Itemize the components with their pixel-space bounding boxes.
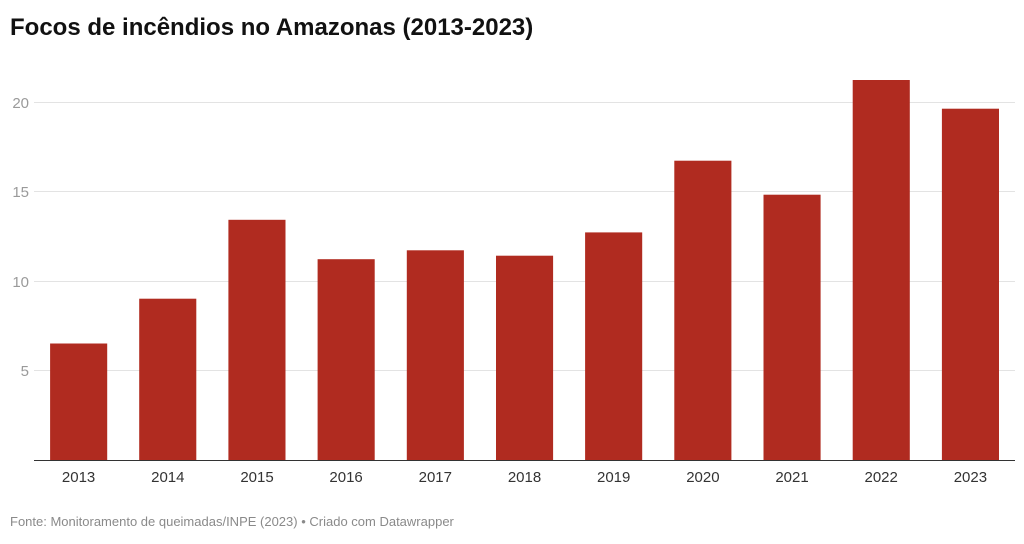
x-tick-label: 2020 — [686, 469, 719, 486]
x-tick-label: 2021 — [775, 469, 808, 486]
bar-2016 — [317, 259, 375, 460]
x-tick-label: 2015 — [240, 469, 273, 486]
source-footer: Fonte: Monitoramento de queimadas/INPE (… — [10, 514, 454, 529]
x-tick-label: 2022 — [865, 469, 898, 486]
bar-2020 — [674, 160, 732, 460]
x-tick-label: 2016 — [329, 469, 362, 486]
y-tick-label: 20 — [12, 95, 29, 112]
bar-2013 — [50, 343, 108, 460]
bar-2014 — [139, 298, 197, 460]
bar-2019 — [585, 232, 643, 460]
bar-2021 — [763, 194, 821, 460]
bar-2022 — [852, 80, 910, 460]
x-tick-label: 2017 — [419, 469, 452, 486]
bar-2015 — [228, 219, 286, 460]
bars — [50, 80, 999, 460]
y-tick-label: 10 — [12, 274, 29, 291]
x-tick-label: 2023 — [954, 469, 987, 486]
bar-2018 — [496, 255, 554, 460]
x-axis-labels: 2013 2014 2015 2016 2017 2018 2019 2020 2021 2022… — [62, 469, 987, 486]
x-tick-label: 2019 — [597, 469, 630, 486]
chart-title: Focos de incêndios no Amazonas (2013-202… — [10, 14, 534, 41]
y-axis-labels: 5 10 15 20 — [12, 95, 29, 380]
x-tick-label: 2013 — [62, 469, 95, 486]
x-tick-label: 2014 — [151, 469, 184, 486]
bar-2017 — [406, 250, 464, 460]
y-tick-label: 5 — [21, 363, 29, 380]
y-tick-label: 15 — [12, 184, 29, 201]
bar-2023 — [941, 108, 999, 460]
x-tick-label: 2018 — [508, 469, 541, 486]
